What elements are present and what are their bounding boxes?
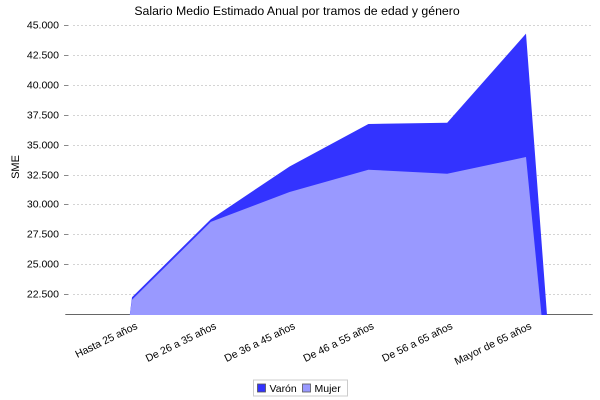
svg-text:Varón: Varón [270,383,297,395]
svg-text:45.000: 45.000 [27,20,59,32]
svg-text:40.000: 40.000 [27,80,59,92]
svg-text:32.500: 32.500 [27,170,59,182]
svg-text:22.500: 22.500 [27,289,59,301]
svg-text:Salario Medio Estimado Anual p: Salario Medio Estimado Anual por tramos … [134,4,460,18]
svg-text:25.000: 25.000 [27,259,59,271]
svg-text:37.500: 37.500 [27,110,59,122]
svg-text:42.500: 42.500 [27,50,59,62]
svg-text:30.000: 30.000 [27,199,59,211]
svg-text:SME: SME [10,155,22,179]
svg-text:35.000: 35.000 [27,140,59,152]
svg-text:Mujer: Mujer [315,383,342,395]
svg-text:27.500: 27.500 [27,229,59,241]
